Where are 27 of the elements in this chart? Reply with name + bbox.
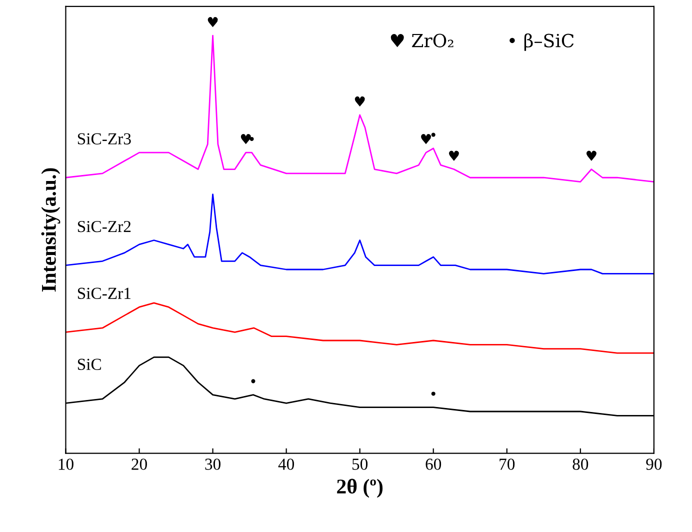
series-label: SiC-Zr1 bbox=[78, 288, 130, 299]
x-tick-label: 90 bbox=[646, 458, 662, 470]
annotation: ♥ bbox=[448, 150, 459, 161]
series-label: SiC bbox=[78, 358, 101, 370]
x-tick-label: 70 bbox=[500, 458, 515, 470]
annotation: ♥ bbox=[208, 17, 218, 28]
x-tick-label: 40 bbox=[278, 458, 294, 470]
series-label: SiC-Zr3 bbox=[78, 133, 131, 144]
annotation: • bbox=[431, 392, 436, 396]
annotation: • β–SiC bbox=[510, 33, 574, 51]
y-axis-title: Intensity(a.u.) bbox=[41, 168, 60, 292]
x-tick-label: 30 bbox=[205, 458, 220, 470]
annotation: • bbox=[251, 379, 256, 384]
series-label: SiC-Zr2 bbox=[78, 220, 131, 232]
x-tick-label: 80 bbox=[572, 458, 588, 470]
annotation: ♥ ZrO₂ bbox=[390, 34, 454, 48]
annotation: ♥ bbox=[421, 134, 432, 144]
x-tick-label: 10 bbox=[58, 458, 74, 470]
annotation: ♥ bbox=[586, 150, 596, 161]
annotation: • bbox=[431, 132, 436, 137]
x-tick-label: 60 bbox=[426, 458, 442, 470]
annotation: • bbox=[250, 136, 254, 141]
x-axis-title: 2θ (º) bbox=[337, 478, 383, 498]
x-tick-label: 20 bbox=[132, 458, 147, 470]
x-tick-label: 50 bbox=[352, 458, 368, 470]
annotation: ♥ bbox=[240, 134, 251, 144]
annotation: ♥ bbox=[354, 96, 365, 107]
